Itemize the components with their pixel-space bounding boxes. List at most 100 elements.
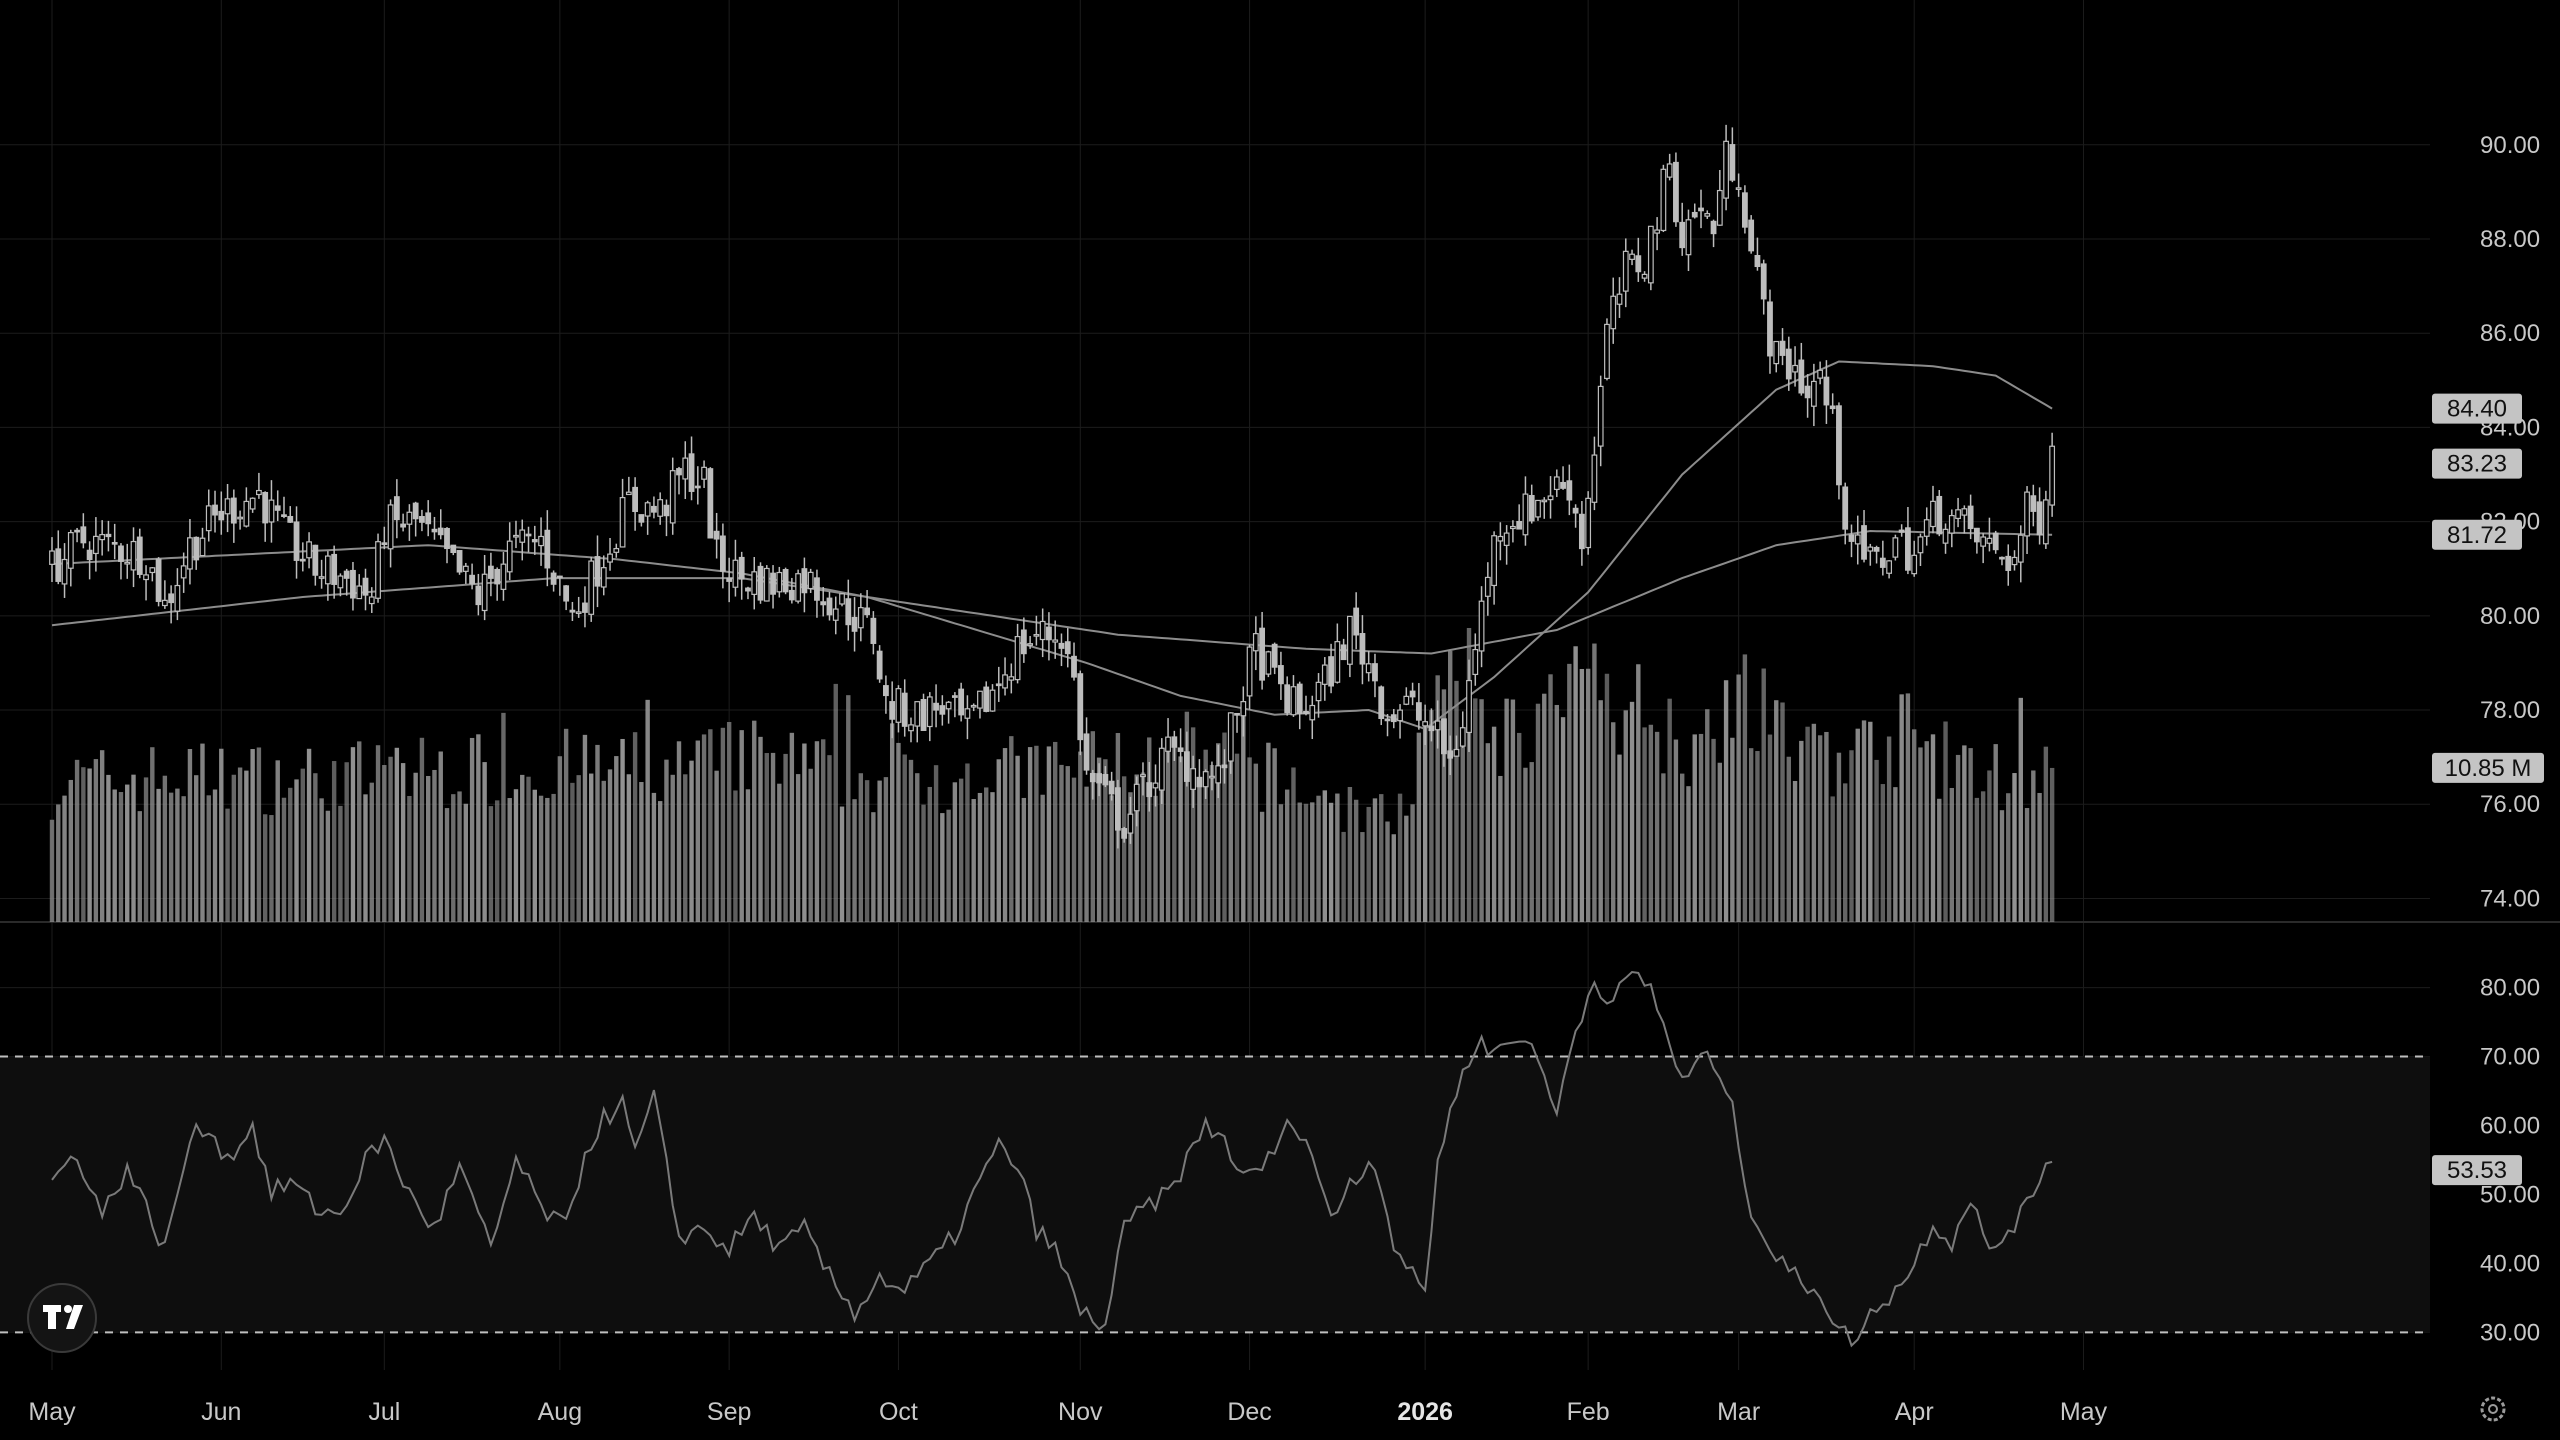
candle: [901, 679, 908, 737]
candle: [55, 530, 62, 585]
candle: [1384, 713, 1391, 737]
volume-bar: [1811, 723, 1817, 922]
value-tag: 10.85 M: [2432, 752, 2544, 783]
tradingview-logo-icon[interactable]: [27, 1283, 97, 1353]
candle: [462, 562, 469, 584]
volume-bar: [1416, 732, 1422, 922]
candle: [80, 513, 87, 549]
volume-bar: [1874, 759, 1879, 922]
volume-bar: [118, 792, 124, 922]
candle: [1810, 363, 1817, 427]
volume-bar: [1109, 795, 1114, 922]
volume-bar: [1899, 694, 1904, 922]
volume-bar: [908, 759, 914, 922]
candle: [1390, 708, 1397, 729]
volume-bar: [1059, 764, 1064, 922]
candle: [1861, 510, 1867, 563]
candle: [1792, 346, 1798, 387]
volume-bar: [2018, 697, 2023, 922]
volume-bar: [1391, 834, 1396, 922]
rsi-axis[interactable]: 30.00 40.00 50.00 60.00 70.00 80.00: [2480, 975, 2540, 1347]
candle: [770, 565, 776, 609]
volume-bar: [413, 772, 418, 922]
candle: [1278, 651, 1284, 700]
volume-bar: [520, 774, 525, 922]
candle: [1641, 271, 1648, 282]
volume-bar: [1429, 710, 1434, 922]
candle: [1879, 540, 1886, 576]
candle: [1647, 225, 1654, 291]
candle: [719, 523, 726, 589]
candle: [1723, 124, 1729, 211]
rsi-tick-label: 50.00: [2480, 1181, 2540, 1208]
volume-bar: [231, 774, 237, 922]
volume-bar: [1347, 786, 1353, 922]
candle: [1039, 608, 1046, 658]
volume-bar: [319, 798, 324, 922]
volume-bar: [789, 732, 795, 922]
volume-bar: [49, 819, 55, 922]
volume-bar: [545, 797, 550, 922]
volume-bar: [1836, 752, 1842, 922]
candle: [1961, 505, 1968, 534]
volume-bar: [1636, 664, 1641, 922]
candle: [299, 542, 306, 572]
volume-bar: [1272, 748, 1277, 922]
volume-bar: [1905, 693, 1911, 922]
volume-bar: [325, 810, 331, 922]
candle: [243, 487, 250, 528]
volume-bar: [1071, 777, 1077, 922]
value-tag-text: 84.40: [2447, 396, 2507, 423]
volume-bar: [2024, 808, 2030, 922]
volume-bar: [1159, 789, 1164, 922]
candle: [230, 489, 237, 543]
candle: [1741, 185, 1748, 234]
candle: [926, 692, 933, 742]
time-axis[interactable]: May Jun Jul Aug Sep Oct Nov Dec 2026 Feb Mar Apr May: [28, 1398, 2107, 1426]
volume-bar: [143, 777, 149, 922]
volume-bar: [1078, 751, 1083, 922]
price-candles[interactable]: [49, 124, 2056, 849]
candle: [908, 717, 914, 743]
volume-bar: [1911, 729, 1917, 922]
candle: [688, 436, 695, 501]
candle: [613, 543, 620, 558]
volume-bar: [1372, 798, 1378, 922]
volume-bar: [1090, 731, 1096, 922]
candle: [161, 580, 168, 609]
candle: [751, 557, 758, 610]
candle: [1140, 762, 1146, 796]
last-value-labels: 84.40 83.23 81.72 10.85 M 53.53: [2432, 393, 2544, 1186]
volume-bar: [1197, 782, 1202, 922]
volume-bar: [871, 812, 876, 922]
gear-icon[interactable]: [2480, 1396, 2506, 1422]
volume-bar: [1623, 710, 1628, 922]
volume-bar: [933, 765, 939, 922]
time-tick-label: Oct: [879, 1398, 918, 1426]
volume-bar: [81, 767, 86, 922]
candle: [118, 543, 124, 580]
candle: [362, 568, 369, 611]
candle: [1560, 466, 1566, 490]
candle: [1497, 522, 1504, 561]
volume-bar: [1046, 746, 1052, 922]
volume-bar: [300, 768, 305, 922]
volume-bar: [1805, 726, 1810, 922]
candle: [1334, 623, 1341, 684]
candle: [419, 509, 425, 532]
candle: [1804, 374, 1811, 418]
volume-bar: [877, 780, 882, 922]
rsi-band-fill: [0, 1056, 2430, 1333]
volume-bar: [927, 786, 932, 922]
volume-bar: [1241, 702, 1246, 922]
value-tag: 83.23: [2432, 448, 2522, 479]
candle: [738, 551, 745, 600]
volume-bar: [570, 782, 575, 922]
candle: [237, 510, 244, 530]
candle: [1415, 683, 1422, 730]
candle: [870, 611, 877, 655]
candle: [1566, 464, 1573, 516]
candle: [1503, 525, 1510, 565]
candle: [588, 556, 595, 622]
